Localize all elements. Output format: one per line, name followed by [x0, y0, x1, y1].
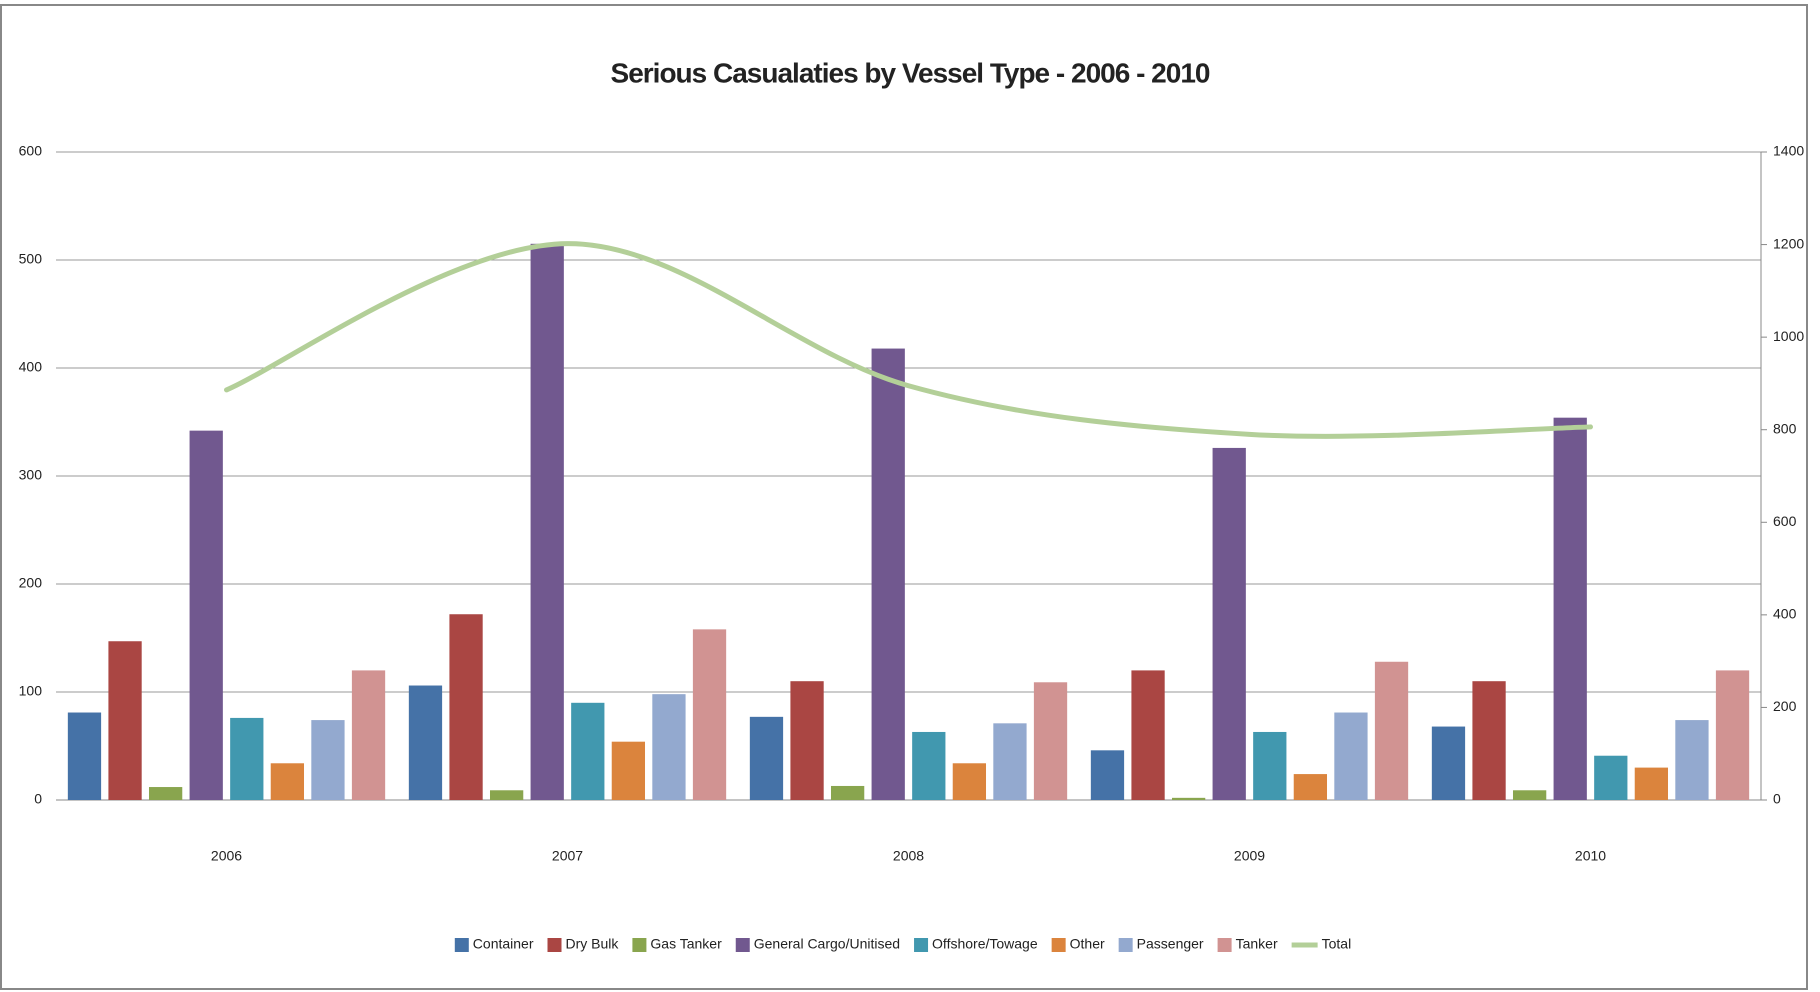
legend-swatch: [735, 938, 750, 952]
bar: [790, 681, 824, 800]
bar: [830, 785, 865, 800]
y2-tick-label: 200: [1773, 698, 1797, 714]
y2-tick-label: 1200: [1773, 235, 1804, 251]
bar: [108, 641, 142, 800]
y-tick-label: 400: [19, 359, 43, 375]
bar: [270, 763, 305, 800]
bar: [1293, 774, 1328, 800]
bar: [1090, 750, 1125, 800]
bar: [912, 731, 946, 800]
y2-tick-label: 0: [1773, 791, 1781, 807]
chart-title: Serious Casualaties by Vessel Type - 200…: [611, 57, 1210, 88]
y2-tick-label: 400: [1773, 606, 1797, 622]
legend-swatch: [1217, 938, 1232, 952]
y2-tick-label: 800: [1773, 420, 1797, 436]
bar: [652, 694, 686, 800]
x-tick-label: 2010: [1575, 848, 1606, 864]
legend-label: Total: [1322, 936, 1352, 952]
bar: [1171, 797, 1206, 800]
legend-label: Container: [473, 936, 534, 952]
bar: [993, 723, 1027, 800]
y2-tick-label: 1400: [1773, 143, 1804, 159]
legend-label: Tanker: [1236, 936, 1278, 952]
bar: [871, 348, 905, 800]
bar: [189, 430, 223, 800]
bar: [1253, 731, 1287, 800]
bar: [1472, 681, 1506, 800]
legend-label: Offshore/Towage: [932, 936, 1038, 952]
y-tick-label: 500: [19, 251, 43, 267]
bar: [611, 741, 646, 800]
bar: [67, 712, 102, 800]
bar: [1131, 670, 1165, 800]
bar: [311, 720, 345, 800]
bar: [530, 243, 564, 801]
legend-label: Passenger: [1137, 936, 1204, 952]
legend-swatch: [914, 938, 929, 952]
bar: [952, 763, 987, 800]
bar: [449, 614, 483, 800]
bar: [1715, 670, 1750, 800]
legend: Container Dry Bulk Gas Tanker General Cargo…: [454, 936, 1352, 952]
legend-swatch: [547, 938, 562, 952]
bar: [408, 685, 443, 800]
legend-swatch: [1051, 938, 1066, 952]
bar: [1212, 447, 1246, 800]
bar: [1553, 417, 1587, 800]
y2-tick-label: 600: [1773, 513, 1797, 529]
y-tick-label: 0: [34, 791, 42, 807]
y2-tick-label: 1000: [1773, 328, 1804, 344]
bar: [230, 717, 264, 800]
legend-swatch: [632, 938, 647, 952]
bar: [489, 790, 524, 800]
legend-label: Dry Bulk: [566, 936, 620, 952]
bar: [1431, 726, 1466, 800]
x-tick-label: 2008: [893, 848, 924, 864]
bar: [1033, 682, 1068, 800]
legend-swatch: [1118, 938, 1133, 952]
legend-label: General Cargo/Unitised: [754, 936, 900, 952]
bar: [1634, 767, 1669, 800]
y-tick-label: 100: [19, 683, 43, 699]
bar: [1374, 661, 1409, 800]
bar: [148, 787, 183, 800]
y-tick-label: 300: [19, 467, 43, 483]
legend-label: Other: [1070, 936, 1105, 952]
bar: [351, 670, 386, 800]
x-tick-label: 2006: [211, 848, 242, 864]
bar: [1512, 790, 1547, 800]
x-tick-label: 2009: [1234, 848, 1265, 864]
y-tick-label: 600: [19, 143, 43, 159]
bar: [571, 702, 605, 800]
bar: [692, 629, 727, 800]
legend-swatch: [454, 938, 469, 952]
line-series: [224, 241, 1593, 439]
legend-label: Gas Tanker: [650, 936, 722, 952]
x-tick-label: 2007: [552, 848, 583, 864]
y-tick-label: 200: [19, 575, 43, 591]
bar: [1594, 755, 1628, 800]
bar: [1334, 712, 1368, 800]
bar: [749, 716, 784, 800]
bar: [1675, 720, 1709, 800]
